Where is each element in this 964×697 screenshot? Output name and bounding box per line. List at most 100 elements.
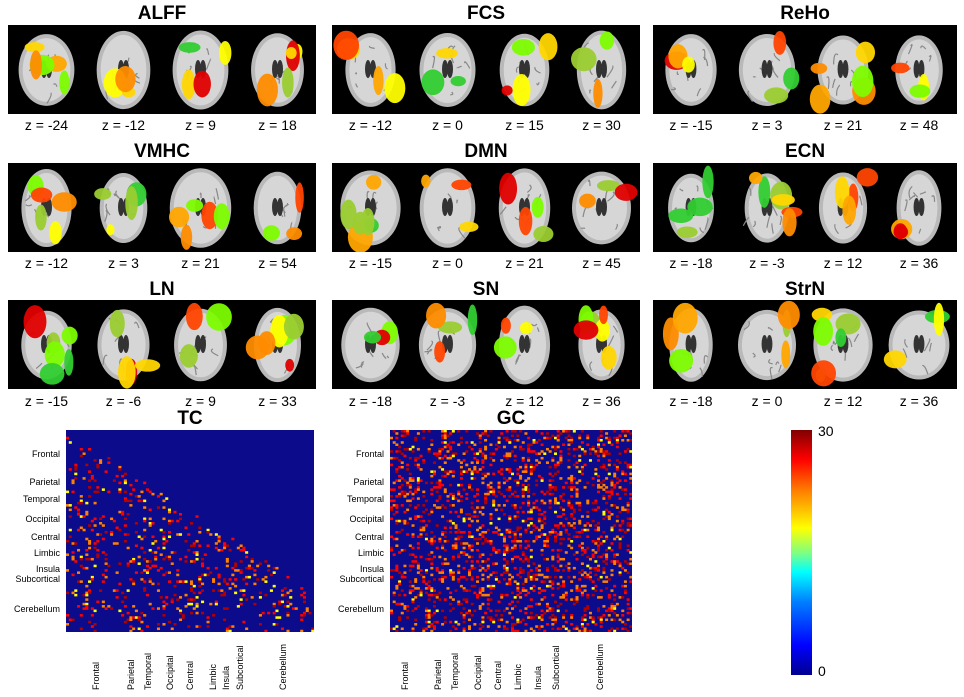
matrix-cell [621, 596, 625, 599]
matrix-cell [118, 609, 122, 613]
matrix-cell [562, 430, 566, 433]
matrix-cell [88, 486, 92, 489]
matrix-cell [502, 551, 506, 554]
z-label: z = 15 [505, 117, 544, 133]
matrix-cell [476, 560, 480, 563]
matrix-cell [446, 445, 450, 449]
matrix-cell [537, 519, 541, 523]
matrix-cell [165, 571, 169, 574]
matrix-cell [88, 580, 92, 583]
matrix-cell [115, 474, 119, 478]
matrix-cell [414, 578, 418, 581]
matrix-cell [578, 531, 582, 534]
activation-blob [593, 79, 603, 108]
matrix-cell [597, 479, 601, 482]
matrix-cell [629, 472, 632, 476]
matrix-cell [390, 535, 393, 539]
sulcus-line [534, 67, 541, 74]
matrix-cell [470, 564, 474, 568]
matrix-cell [203, 573, 207, 577]
matrix-cell [187, 625, 191, 628]
matrix-cell [513, 544, 517, 548]
matrix-cell [449, 454, 453, 458]
matrix-cell [516, 526, 520, 530]
matrix-cell [443, 490, 447, 494]
activation-blob [256, 73, 278, 107]
matrix-cell [403, 571, 407, 574]
matrix-cell [424, 607, 428, 610]
matrix-cell [586, 564, 590, 568]
matrix-cell [519, 539, 523, 543]
activation-blob [856, 168, 879, 187]
matrix-cell [597, 474, 601, 478]
activation-blob [811, 360, 837, 387]
matrix-cell [583, 551, 587, 554]
matrix-cell [457, 537, 461, 541]
matrix-cell [484, 499, 488, 503]
matrix-cell [85, 513, 89, 516]
matrix-cell [567, 533, 571, 536]
matrix-cell [494, 508, 498, 512]
matrix-cell [134, 479, 138, 482]
matrix-cell [497, 548, 501, 552]
matrix-cell [245, 582, 249, 586]
x-axis-label: Central [185, 660, 195, 690]
matrix-cell [424, 591, 428, 595]
matrix-cell [422, 528, 426, 532]
matrix-cell [190, 602, 194, 606]
matrix-cell [446, 470, 450, 473]
matrix-cell [554, 463, 558, 467]
matrix-cell [519, 596, 523, 599]
matrix-cell [90, 575, 94, 579]
matrix-cell [591, 447, 595, 451]
matrix-cell [586, 515, 590, 518]
matrix-cell [586, 436, 590, 440]
matrix-cell [403, 607, 407, 610]
matrix-cell [586, 593, 590, 597]
matrix-cell [96, 486, 100, 489]
ventricle [842, 60, 849, 78]
matrix-cell [621, 470, 625, 473]
matrix-cell [129, 625, 133, 628]
matrix-cell [481, 578, 485, 581]
matrix-cell [554, 445, 558, 449]
matrix-cell [443, 474, 447, 478]
matrix-cell [88, 620, 92, 624]
matrix-cell [414, 587, 418, 590]
matrix-cell [508, 602, 512, 606]
activation-blob [702, 165, 714, 199]
matrix-cell [422, 519, 426, 523]
activation-blob [283, 313, 304, 340]
matrix-cell [559, 515, 563, 518]
matrix-cell [494, 609, 498, 613]
sulcus-line [529, 338, 532, 349]
sulcus-line [907, 44, 913, 55]
matrix-cell [408, 477, 412, 480]
matrix-cell [551, 456, 555, 460]
matrix-cell [454, 546, 458, 550]
matrix-cell [511, 504, 514, 507]
matrix-cell [588, 575, 592, 579]
matrix-cell [578, 587, 582, 590]
matrix-cell [502, 454, 506, 458]
matrix-cell [519, 620, 523, 624]
matrix-cell [559, 456, 563, 460]
matrix-cell [99, 522, 103, 525]
matrix-cell [492, 546, 496, 550]
matrix-cell [79, 614, 83, 617]
matrix-cell [302, 596, 307, 599]
matrix-cell [132, 627, 136, 631]
matrix-cell [82, 566, 86, 570]
matrix-cell [535, 535, 539, 539]
matrix-cell [443, 488, 447, 491]
matrix-cell [505, 499, 509, 503]
sulcus-line [832, 78, 836, 89]
matrix-cell [441, 571, 445, 574]
matrix-cell [66, 591, 70, 595]
matrix-cell [272, 605, 276, 608]
matrix-cell [162, 535, 166, 539]
matrix-cell [481, 452, 485, 455]
matrix-cell [497, 490, 501, 494]
matrix-cell [621, 430, 625, 433]
matrix-cell [484, 497, 488, 500]
